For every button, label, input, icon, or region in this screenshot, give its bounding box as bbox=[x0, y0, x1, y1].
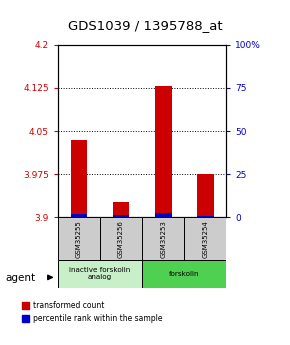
Bar bbox=[197, 174, 213, 217]
Bar bbox=[58, 260, 142, 288]
Bar bbox=[142, 260, 226, 288]
Bar bbox=[71, 140, 88, 217]
Bar bbox=[71, 214, 88, 217]
Bar bbox=[100, 217, 142, 260]
Text: GSM35253: GSM35253 bbox=[160, 220, 166, 258]
Bar bbox=[58, 217, 100, 260]
Text: GSM35255: GSM35255 bbox=[76, 220, 82, 258]
Text: inactive forskolin
analog: inactive forskolin analog bbox=[69, 267, 131, 280]
Bar bbox=[184, 217, 226, 260]
Text: forskolin: forskolin bbox=[169, 271, 200, 277]
Bar bbox=[197, 216, 213, 217]
Text: GDS1039 / 1395788_at: GDS1039 / 1395788_at bbox=[68, 19, 222, 32]
Text: GSM35256: GSM35256 bbox=[118, 220, 124, 258]
Bar bbox=[155, 86, 172, 217]
Bar bbox=[155, 213, 172, 217]
Bar bbox=[113, 202, 130, 217]
Text: agent: agent bbox=[6, 273, 36, 283]
Bar bbox=[142, 217, 184, 260]
Text: GSM35254: GSM35254 bbox=[202, 220, 208, 258]
Legend: transformed count, percentile rank within the sample: transformed count, percentile rank withi… bbox=[21, 300, 163, 324]
Bar bbox=[113, 215, 130, 217]
